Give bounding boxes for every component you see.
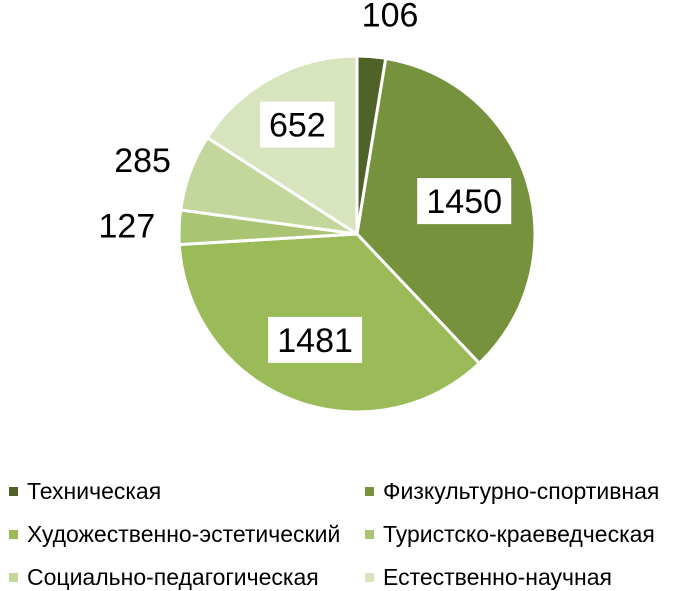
- data-label-4: 285: [114, 142, 171, 180]
- legend-label: Художественно-эстетический: [27, 521, 341, 547]
- data-label-box: [260, 101, 335, 148]
- data-label-3: 127: [99, 207, 156, 245]
- legend-item-science: Естественно-научная: [365, 564, 612, 591]
- legend-label: Техническая: [27, 478, 162, 504]
- legend-label: Естественно-научная: [383, 564, 612, 590]
- data-label-text: 1481: [277, 322, 353, 360]
- data-label-0: 106: [362, 0, 419, 35]
- legend-swatch: [9, 487, 18, 496]
- legend-label: Социально-педагогическая: [27, 564, 319, 590]
- data-label-box: [417, 178, 512, 225]
- data-label-text: 127: [99, 207, 156, 245]
- legend-label: Туристско-краеведческая: [383, 521, 655, 547]
- data-label-text: 1450: [426, 183, 502, 221]
- legend-item-tourism: Туристско-краеведческая: [365, 521, 655, 548]
- legend-item-social: Социально-педагогическая: [9, 564, 319, 591]
- data-label-1: 1450: [417, 178, 512, 225]
- chart-legend: Техническая Физкультурно-спортивная Худо…: [0, 478, 678, 591]
- legend-item-artistic: Художественно-эстетический: [9, 521, 340, 548]
- legend-swatch: [365, 573, 374, 582]
- legend-swatch: [9, 530, 18, 539]
- data-label-2: 1481: [268, 316, 363, 363]
- legend-item-sports: Физкультурно-спортивная: [365, 478, 659, 505]
- legend-label: Физкультурно-спортивная: [383, 478, 660, 504]
- data-label-text: 652: [269, 107, 326, 145]
- legend-swatch: [365, 487, 374, 496]
- legend-item-technical: Техническая: [9, 478, 161, 505]
- data-label-text: 106: [362, 0, 419, 35]
- legend-swatch: [365, 530, 374, 539]
- data-label-text: 285: [114, 142, 171, 180]
- legend-swatch: [9, 573, 18, 582]
- data-label-5: 652: [260, 101, 335, 148]
- data-label-box: [268, 316, 363, 363]
- pie-data-labels: 106 1450 1481 127 285 652: [99, 0, 512, 363]
